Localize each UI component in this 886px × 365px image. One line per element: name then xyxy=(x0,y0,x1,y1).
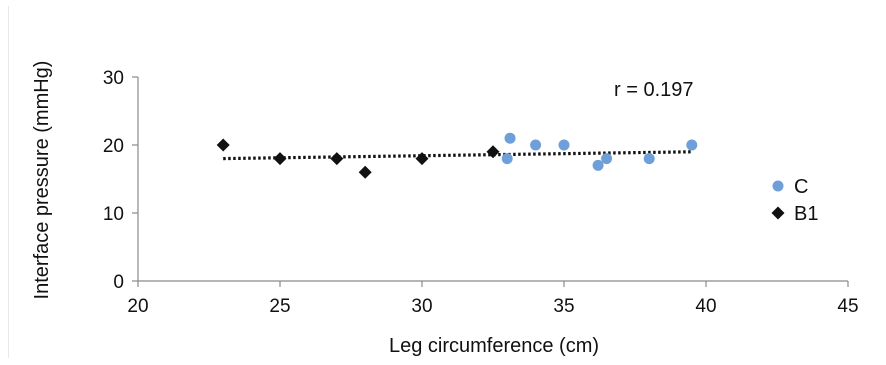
x-tick-label: 25 xyxy=(269,296,290,317)
legend-marker xyxy=(771,206,785,220)
data-point-diamond xyxy=(358,165,372,179)
data-point-circle xyxy=(686,139,698,151)
legend-label: C xyxy=(794,176,808,198)
ticks-layer: 0 10 20 30 20 25 30 35 40 45 xyxy=(103,68,859,317)
x-tick-label: 30 xyxy=(411,296,432,317)
y-tick-label: 30 xyxy=(103,68,124,89)
data-point-circle xyxy=(530,139,542,151)
correlation-annotation: r = 0.197 xyxy=(614,79,694,101)
trendline-layer xyxy=(223,150,692,161)
left-panel-border xyxy=(8,6,9,358)
x-tick-label: 45 xyxy=(837,296,858,317)
y-axis-title: Interface pressure (mmHg) xyxy=(31,61,53,300)
data-point-diamond xyxy=(486,145,500,159)
y-tick-label: 20 xyxy=(103,136,124,157)
y-tick-label: 0 xyxy=(113,272,124,293)
data-point-diamond xyxy=(330,152,344,166)
data-point-circle xyxy=(501,153,513,165)
legend: C B1 xyxy=(771,176,818,225)
data-point-circle xyxy=(592,159,604,171)
points-layer xyxy=(216,132,698,179)
legend-marker xyxy=(772,180,784,192)
data-point-circle xyxy=(643,153,655,165)
data-point-diamond xyxy=(415,152,429,166)
axes-layer xyxy=(137,77,848,282)
x-tick-label: 35 xyxy=(553,296,574,317)
trendline xyxy=(223,150,692,161)
y-tick-label: 10 xyxy=(103,204,124,225)
data-point-diamond xyxy=(216,138,230,152)
x-tick-label: 20 xyxy=(127,296,148,317)
data-point-circle xyxy=(601,153,613,165)
x-tick-label: 40 xyxy=(695,296,716,317)
data-point-circle xyxy=(558,139,570,151)
data-point-diamond xyxy=(273,152,287,166)
x-axis-title: Leg circumference (cm) xyxy=(389,335,599,357)
legend-label: B1 xyxy=(794,203,818,225)
data-point-circle xyxy=(504,132,516,144)
